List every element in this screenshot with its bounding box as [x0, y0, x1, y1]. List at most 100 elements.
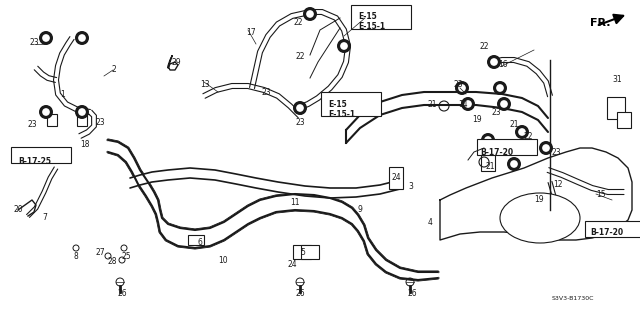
Circle shape — [293, 101, 307, 115]
Polygon shape — [352, 208, 358, 231]
Text: 26: 26 — [118, 289, 127, 298]
Polygon shape — [132, 158, 140, 184]
Text: 10: 10 — [218, 256, 228, 265]
Polygon shape — [522, 98, 538, 120]
Text: E-15: E-15 — [328, 100, 347, 109]
Circle shape — [481, 133, 495, 147]
Text: 2: 2 — [112, 65, 116, 74]
Polygon shape — [130, 175, 140, 188]
Text: B-17-20: B-17-20 — [590, 228, 623, 237]
Circle shape — [510, 160, 518, 168]
Circle shape — [500, 100, 508, 108]
Circle shape — [78, 108, 86, 116]
Circle shape — [306, 10, 314, 18]
Polygon shape — [224, 214, 236, 240]
Polygon shape — [380, 180, 400, 194]
Circle shape — [42, 108, 50, 116]
Bar — [47, 114, 57, 126]
Polygon shape — [400, 268, 418, 280]
Polygon shape — [152, 192, 158, 214]
Circle shape — [539, 141, 553, 155]
Text: E-15: E-15 — [358, 12, 377, 21]
Text: B-17-20: B-17-20 — [480, 148, 513, 157]
Polygon shape — [360, 102, 380, 128]
FancyBboxPatch shape — [351, 5, 411, 29]
FancyBboxPatch shape — [585, 221, 640, 237]
Text: E-15-1: E-15-1 — [328, 110, 355, 119]
Polygon shape — [158, 210, 162, 232]
Polygon shape — [248, 200, 260, 224]
Text: 26: 26 — [295, 289, 305, 298]
Text: 4: 4 — [428, 218, 433, 227]
Text: 25: 25 — [122, 252, 132, 261]
Text: 16: 16 — [498, 60, 508, 69]
Polygon shape — [330, 198, 342, 218]
FancyBboxPatch shape — [321, 92, 381, 116]
Text: 21: 21 — [486, 162, 495, 171]
Text: 22: 22 — [524, 132, 534, 141]
Text: 14: 14 — [458, 100, 468, 109]
Text: 3: 3 — [408, 182, 413, 191]
Text: 24: 24 — [288, 260, 298, 269]
Circle shape — [496, 84, 504, 92]
Text: 23: 23 — [454, 80, 463, 89]
Polygon shape — [330, 188, 356, 198]
Polygon shape — [156, 200, 160, 222]
Text: 1: 1 — [60, 90, 65, 99]
Text: 23: 23 — [30, 38, 40, 47]
Text: 23: 23 — [296, 118, 306, 127]
Polygon shape — [376, 250, 386, 272]
Text: 24: 24 — [392, 173, 402, 182]
Polygon shape — [476, 92, 502, 108]
Circle shape — [455, 81, 469, 95]
Text: 23: 23 — [492, 108, 502, 117]
Bar — [481, 149, 495, 171]
Polygon shape — [346, 115, 360, 143]
Polygon shape — [295, 194, 314, 211]
Polygon shape — [195, 228, 210, 248]
Text: 23: 23 — [552, 148, 562, 157]
Text: 21: 21 — [428, 100, 438, 109]
Text: 20: 20 — [14, 205, 24, 214]
Circle shape — [497, 97, 511, 111]
Circle shape — [75, 105, 89, 119]
Bar — [389, 167, 403, 189]
Text: B-17-25: B-17-25 — [18, 157, 51, 166]
Text: 7: 7 — [42, 213, 47, 222]
Polygon shape — [166, 224, 180, 246]
Polygon shape — [502, 94, 522, 112]
Text: 28: 28 — [107, 257, 116, 266]
Text: 13: 13 — [200, 80, 210, 89]
Polygon shape — [364, 225, 368, 254]
Text: 15: 15 — [596, 190, 605, 199]
Polygon shape — [260, 196, 276, 218]
Circle shape — [487, 55, 501, 69]
Polygon shape — [278, 182, 305, 196]
Circle shape — [39, 31, 53, 45]
Circle shape — [493, 81, 507, 95]
Polygon shape — [146, 182, 154, 206]
Polygon shape — [126, 148, 134, 172]
Polygon shape — [236, 206, 248, 232]
Text: 19: 19 — [534, 195, 543, 204]
Circle shape — [296, 104, 304, 112]
Circle shape — [39, 105, 53, 119]
Text: 22: 22 — [296, 52, 305, 61]
Text: 18: 18 — [80, 140, 90, 149]
Text: 23: 23 — [95, 118, 104, 127]
Text: FR.: FR. — [590, 18, 611, 28]
Text: E-15-1: E-15-1 — [358, 22, 385, 31]
Polygon shape — [256, 178, 278, 192]
Text: 29: 29 — [172, 58, 182, 67]
Circle shape — [303, 7, 317, 21]
Bar — [188, 235, 204, 245]
Polygon shape — [402, 92, 424, 108]
Polygon shape — [236, 174, 256, 188]
Polygon shape — [215, 170, 236, 184]
Text: 27: 27 — [95, 248, 104, 257]
Circle shape — [484, 136, 492, 144]
FancyBboxPatch shape — [477, 139, 537, 155]
Text: 19: 19 — [472, 115, 482, 124]
Bar — [293, 245, 311, 259]
Circle shape — [542, 144, 550, 152]
